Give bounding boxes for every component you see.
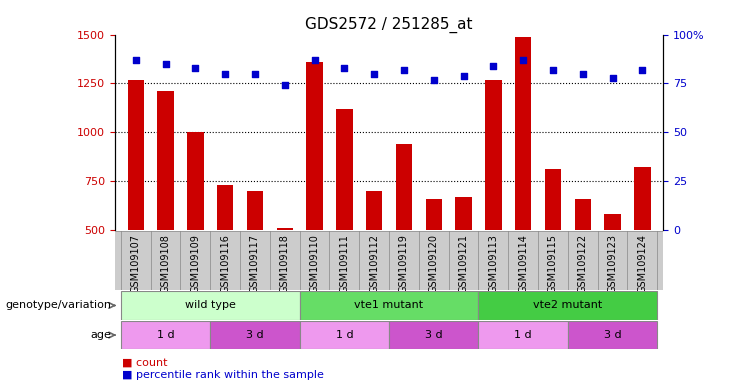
Bar xyxy=(306,62,323,230)
Point xyxy=(488,63,499,69)
Point xyxy=(547,67,559,73)
Text: GSM109107: GSM109107 xyxy=(130,234,141,293)
Point xyxy=(607,74,619,81)
Point xyxy=(368,71,380,77)
Text: GSM109116: GSM109116 xyxy=(220,234,230,293)
Bar xyxy=(515,36,531,230)
Bar xyxy=(545,169,561,230)
Point xyxy=(219,71,231,77)
Point xyxy=(279,82,290,88)
Text: GSM109123: GSM109123 xyxy=(608,234,617,293)
Bar xyxy=(396,144,412,230)
Bar xyxy=(574,199,591,230)
Text: GSM109113: GSM109113 xyxy=(488,234,499,293)
Text: ■ count: ■ count xyxy=(122,358,167,368)
Text: GSM109121: GSM109121 xyxy=(459,234,468,293)
Text: 1 d: 1 d xyxy=(336,330,353,340)
Text: GSM109119: GSM109119 xyxy=(399,234,409,293)
Bar xyxy=(479,291,657,320)
Text: age: age xyxy=(90,330,111,340)
Bar xyxy=(634,167,651,230)
Text: vte2 mutant: vte2 mutant xyxy=(534,300,602,311)
Bar xyxy=(121,321,210,349)
Bar xyxy=(187,132,204,230)
Text: genotype/variation: genotype/variation xyxy=(5,300,111,311)
Bar xyxy=(217,185,233,230)
Bar xyxy=(366,191,382,230)
Bar xyxy=(127,79,144,230)
Text: 3 d: 3 d xyxy=(246,330,264,340)
Text: 3 d: 3 d xyxy=(425,330,442,340)
Point xyxy=(458,73,470,79)
Point xyxy=(576,71,588,77)
Text: GSM109124: GSM109124 xyxy=(637,234,648,293)
Text: GSM109110: GSM109110 xyxy=(310,234,319,293)
Text: GSM109118: GSM109118 xyxy=(279,234,290,293)
Title: GDS2572 / 251285_at: GDS2572 / 251285_at xyxy=(305,17,473,33)
Bar xyxy=(157,91,173,230)
Bar xyxy=(336,109,353,230)
Text: ■ percentile rank within the sample: ■ percentile rank within the sample xyxy=(122,370,324,380)
Point xyxy=(190,65,202,71)
Bar xyxy=(455,197,472,230)
Bar xyxy=(210,321,299,349)
Point xyxy=(637,67,648,73)
Text: 3 d: 3 d xyxy=(604,330,622,340)
Text: GSM109117: GSM109117 xyxy=(250,234,260,293)
Bar xyxy=(485,79,502,230)
Bar xyxy=(247,191,263,230)
Bar xyxy=(276,228,293,230)
Bar xyxy=(389,321,479,349)
Text: 1 d: 1 d xyxy=(156,330,174,340)
Bar xyxy=(479,321,568,349)
Text: wild type: wild type xyxy=(185,300,236,311)
Text: 1 d: 1 d xyxy=(514,330,532,340)
Text: GSM109122: GSM109122 xyxy=(578,234,588,293)
Bar xyxy=(425,199,442,230)
Text: GSM109114: GSM109114 xyxy=(518,234,528,293)
Bar xyxy=(605,214,621,230)
Point xyxy=(308,57,320,63)
Text: GSM109115: GSM109115 xyxy=(548,234,558,293)
Point xyxy=(398,67,410,73)
Point xyxy=(428,76,439,83)
Point xyxy=(130,57,142,63)
Point xyxy=(339,65,350,71)
Bar xyxy=(121,291,299,320)
Text: GSM109120: GSM109120 xyxy=(429,234,439,293)
Point xyxy=(249,71,261,77)
Bar xyxy=(299,321,389,349)
Text: GSM109109: GSM109109 xyxy=(190,234,200,293)
Text: vte1 mutant: vte1 mutant xyxy=(354,300,424,311)
Text: GSM109111: GSM109111 xyxy=(339,234,349,293)
Bar xyxy=(299,291,479,320)
Point xyxy=(517,57,529,63)
Text: GSM109112: GSM109112 xyxy=(369,234,379,293)
Text: GSM109108: GSM109108 xyxy=(161,234,170,293)
Bar xyxy=(568,321,657,349)
Point xyxy=(159,61,171,67)
